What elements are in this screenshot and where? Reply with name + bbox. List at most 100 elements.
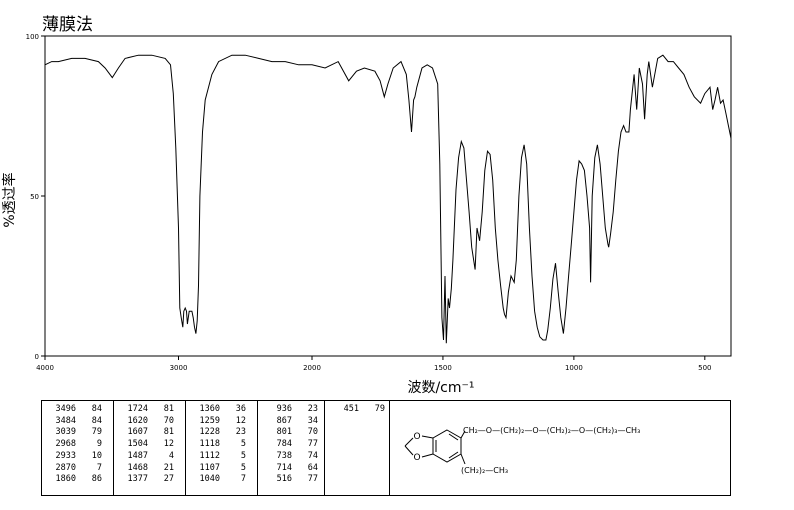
peak-wavenumber: 1107 (199, 462, 220, 473)
x-tick-label: 1000 (565, 364, 583, 372)
peak-transmittance: 12 (163, 439, 174, 450)
peak-transmittance: 9 (96, 439, 102, 450)
peak-transmittance: 12 (235, 415, 246, 426)
peak-table-row: 801 70 (258, 427, 325, 438)
molecule-structure: O O CH₂—O—(CH₂)₂—O—(CH₂)₂—O—(CH₂)₃—CH₃ (… (404, 426, 640, 475)
peak-table-row: 1112 5 (186, 451, 258, 462)
peak-transmittance: 74 (307, 450, 318, 461)
peak-transmittance: 64 (307, 462, 318, 473)
peak-wavenumber: 451 (343, 404, 359, 414)
peak-table-row: 714 64 (258, 463, 325, 474)
dioxole-bond (421, 453, 434, 458)
y-axis-ticks: 0 50 100 (26, 33, 45, 361)
peak-table-column: 3496 84 3484 84 3039 79 2968 9 2933 10 2870 7 1860 86 (42, 401, 114, 495)
peak-table-row: 2933 10 (42, 451, 114, 462)
peak-wavenumber: 1860 (55, 474, 76, 485)
peak-transmittance: 84 (91, 404, 102, 414)
peak-wavenumber: 2870 (55, 462, 76, 473)
peak-wavenumber: 1724 (127, 404, 148, 414)
peak-transmittance: 7 (240, 474, 246, 485)
peak-wavenumber: 516 (276, 474, 292, 485)
peak-transmittance: 36 (235, 404, 246, 414)
y-tick-label: 100 (26, 33, 39, 41)
peak-wavenumber: 3496 (55, 404, 76, 414)
ring-double-bond (448, 451, 459, 459)
peak-table-row: 1118 5 (186, 439, 258, 450)
peak-wavenumber: 1259 (199, 415, 220, 426)
peak-table-row: 1724 81 (114, 404, 186, 415)
peak-table-row: 3496 84 (42, 404, 114, 415)
spectrum-line (44, 54, 732, 344)
peak-table-row: 1860 86 (42, 474, 114, 485)
x-axis-ticks: 4000 3000 2000 1500 1000 500 (36, 356, 712, 372)
peak-transmittance: 81 (163, 427, 174, 438)
peak-table-row: 1228 23 (186, 427, 258, 438)
peak-transmittance: 7 (96, 462, 102, 473)
peak-transmittance: 23 (235, 427, 246, 438)
ether-chain-label: CH₂—O—(CH₂)₂—O—(CH₂)₂—O—(CH₂)₃—CH₃ (463, 426, 640, 435)
x-axis-label: 波数/cm⁻¹ (407, 380, 474, 396)
peak-table-column: 936 23 867 34 801 70 784 77 738 74 714 64 516 77 (258, 401, 325, 495)
peak-transmittance: 77 (307, 439, 318, 450)
peak-wavenumber: 1377 (127, 474, 148, 485)
peak-wavenumber: 2933 (55, 450, 76, 461)
peak-table-row: 2968 9 (42, 439, 114, 450)
peak-wavenumber: 1118 (199, 439, 220, 450)
peak-table-row: 2870 7 (42, 463, 114, 474)
peak-wavenumber: 1228 (199, 427, 220, 438)
peak-table-row: 1360 36 (186, 404, 258, 415)
peak-wavenumber: 714 (276, 462, 292, 473)
x-tick-label: 1500 (434, 364, 452, 372)
peak-table-row: 1040 7 (186, 474, 258, 485)
peak-wavenumber: 1607 (127, 427, 148, 438)
peak-table-column: 451 79 (325, 401, 390, 495)
peak-transmittance: 70 (163, 415, 174, 426)
x-tick-label: 2000 (303, 364, 321, 372)
peak-table-row: 1377 27 (114, 474, 186, 485)
peak-transmittance: 79 (374, 404, 385, 414)
peak-table-column: 1360 36 1259 12 1228 23 1118 5 1112 5 1107 5 1040 7 (186, 401, 258, 495)
peak-table-row: 1487 4 (114, 451, 186, 462)
peak-wavenumber: 1112 (199, 450, 220, 461)
peak-transmittance: 5 (240, 450, 246, 461)
y-tick-label: 50 (30, 193, 39, 201)
peak-wavenumber: 936 (276, 404, 292, 414)
dioxole-bond (421, 435, 434, 439)
peak-wavenumber: 3039 (55, 427, 76, 438)
peak-transmittance: 5 (240, 439, 246, 450)
peak-transmittance: 4 (168, 450, 174, 461)
peak-table-row: 1107 5 (186, 463, 258, 474)
peak-table-row: 867 34 (258, 416, 325, 427)
peak-wavenumber: 738 (276, 450, 292, 461)
ring-oxygen-bottom: O (413, 453, 420, 463)
page-title: 薄膜法 (42, 15, 93, 35)
dioxole-bond (404, 437, 414, 447)
peak-transmittance: 21 (163, 462, 174, 473)
peak-wavenumber: 867 (276, 415, 292, 426)
peak-wavenumber: 2968 (55, 439, 76, 450)
peak-wavenumber: 1468 (127, 462, 148, 473)
peak-wavenumber: 1360 (199, 404, 220, 414)
peak-transmittance: 84 (91, 415, 102, 426)
x-tick-label: 4000 (36, 364, 54, 372)
peak-table-row: 1607 81 (114, 427, 186, 438)
peak-table-column: 1724 81 1620 70 1607 81 1504 12 1487 4 1468 21 1377 2… (114, 401, 186, 495)
x-tick-label: 3000 (170, 364, 188, 372)
peak-table-row: 784 77 (258, 439, 325, 450)
peak-transmittance: 27 (163, 474, 174, 485)
benzene-ring (432, 429, 462, 463)
y-tick-label: 0 (35, 353, 39, 361)
y-axis-label: %透过率 (1, 172, 18, 227)
peak-transmittance: 86 (91, 474, 102, 485)
peak-transmittance: 34 (307, 415, 318, 426)
peak-wavenumber: 1040 (199, 474, 220, 485)
peak-transmittance: 10 (91, 450, 102, 461)
chain-bond (460, 430, 466, 439)
peak-transmittance: 5 (240, 462, 246, 473)
peak-table-row: 1504 12 (114, 439, 186, 450)
peak-transmittance: 77 (307, 474, 318, 485)
peak-table-row: 1468 21 (114, 463, 186, 474)
ring-oxygen-top: O (413, 432, 420, 442)
peak-wavenumber: 1504 (127, 439, 148, 450)
peak-table-row: 451 79 (325, 404, 390, 415)
